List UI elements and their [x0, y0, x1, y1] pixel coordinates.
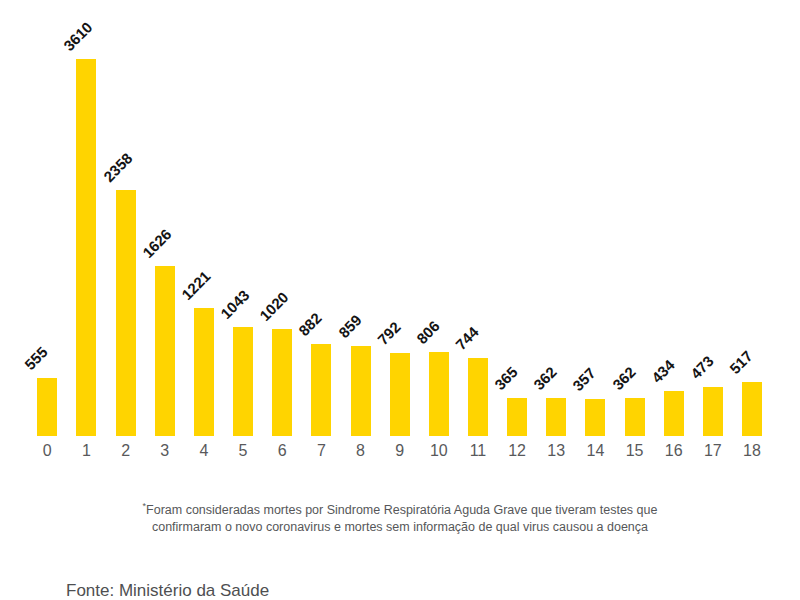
bar — [116, 190, 136, 436]
bar-value-label: 859 — [334, 311, 364, 341]
bar-value-label: 555 — [21, 343, 51, 373]
bar — [468, 358, 488, 436]
bar — [664, 391, 684, 436]
x-axis-label: 1 — [66, 442, 106, 460]
bar-value-label: 362 — [530, 363, 560, 393]
bar-value-label: 357 — [569, 364, 599, 394]
bar — [351, 346, 371, 436]
bar — [429, 352, 449, 436]
bar-value-label: 1221 — [178, 267, 214, 303]
page: 5553610235816261221104310208828597928067… — [0, 0, 800, 600]
x-axis-label: 2 — [106, 442, 146, 460]
bar-value-label: 1020 — [256, 288, 292, 324]
bar-value-label: 806 — [413, 317, 443, 347]
x-axis-label: 0 — [27, 442, 67, 460]
x-axis-label: 7 — [301, 442, 341, 460]
bar — [625, 398, 645, 436]
x-axis-label: 15 — [615, 442, 655, 460]
x-axis-label: 18 — [732, 442, 772, 460]
bar — [155, 266, 175, 436]
x-axis-label: 10 — [419, 442, 459, 460]
x-axis-label: 17 — [693, 442, 733, 460]
bar — [742, 382, 762, 436]
bar — [703, 387, 723, 436]
bar — [37, 378, 57, 436]
bar-value-label: 2358 — [100, 149, 136, 185]
bar-value-label: 473 — [687, 352, 717, 382]
footnote: *Foram consideradas mortes por Sindrome … — [0, 498, 800, 536]
bar-value-label: 517 — [726, 347, 756, 377]
bar — [233, 327, 253, 436]
footnote-line-1: *Foram consideradas mortes por Sindrome … — [0, 498, 800, 519]
bar — [507, 398, 527, 436]
bar — [390, 353, 410, 436]
bar-value-label: 3610 — [60, 18, 96, 54]
bar-value-label: 365 — [491, 363, 521, 393]
bar — [311, 344, 331, 436]
bar-value-label: 434 — [648, 356, 678, 386]
bar — [194, 308, 214, 436]
bar — [546, 398, 566, 436]
bar — [585, 399, 605, 436]
bar-chart: 555 3610 2358 1626122110431020882 859 792 806 7… — [0, 0, 800, 436]
bar-value-label: 1043 — [217, 286, 253, 322]
x-axis-label: 12 — [497, 442, 537, 460]
bar-value-label: 882 — [295, 309, 325, 339]
x-axis-label: 6 — [262, 442, 302, 460]
x-axis-label: 14 — [575, 442, 615, 460]
x-axis-label: 5 — [223, 442, 263, 460]
bar — [272, 329, 292, 436]
x-axis-label: 13 — [536, 442, 576, 460]
footnote-line-2: confirmaram o novo coronavirus e mortes … — [0, 519, 800, 536]
bar-value-label: 362 — [609, 363, 639, 393]
bar-value-label: 792 — [374, 318, 404, 348]
bar — [76, 59, 96, 436]
x-axis-label: 11 — [458, 442, 498, 460]
x-axis-label: 8 — [341, 442, 381, 460]
x-axis-label: 9 — [380, 442, 420, 460]
x-axis-label: 3 — [145, 442, 185, 460]
bar-value-label: 1626 — [139, 225, 175, 261]
x-axis-label: 4 — [184, 442, 224, 460]
source-line: Fonte: Ministério da Saúde — [66, 581, 269, 600]
x-axis-label: 16 — [654, 442, 694, 460]
bar-value-label: 744 — [452, 323, 482, 353]
